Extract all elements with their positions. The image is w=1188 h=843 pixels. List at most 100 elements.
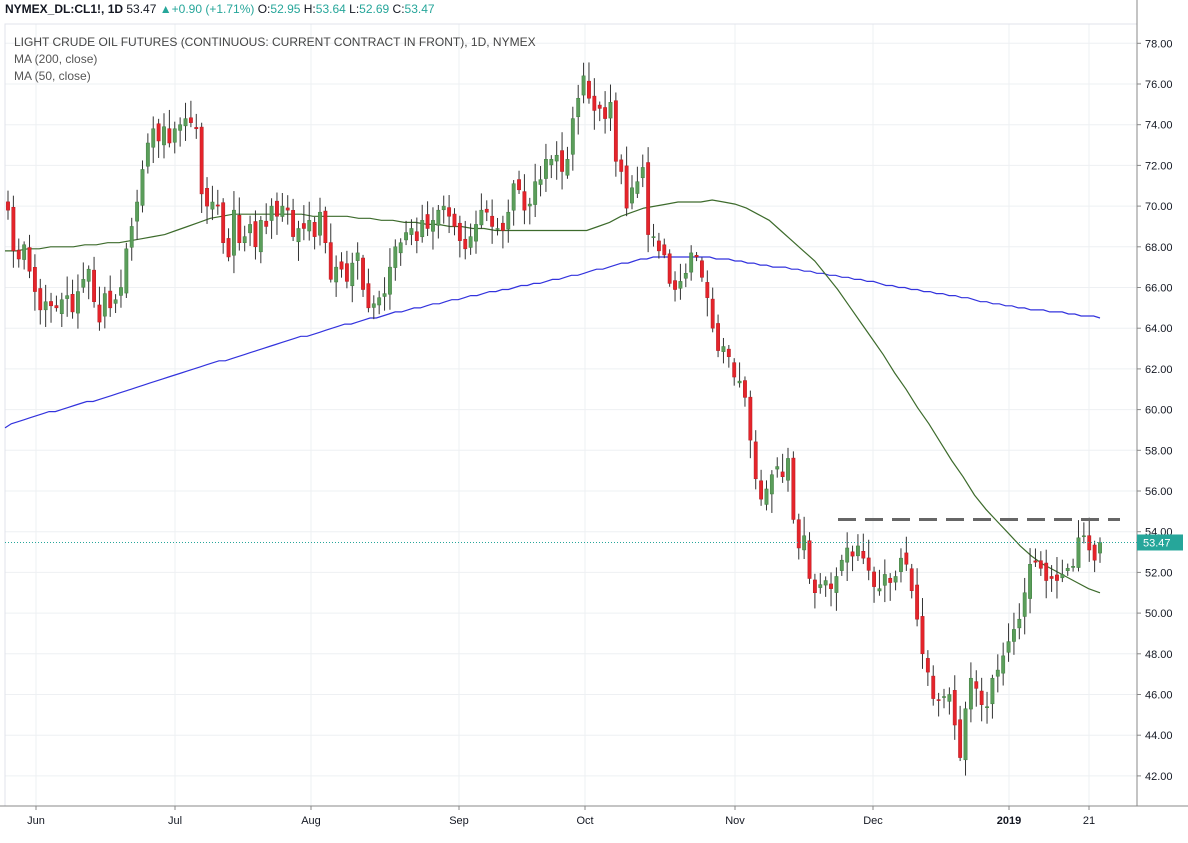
- candle-down: [1055, 574, 1059, 581]
- candle-up: [382, 293, 387, 297]
- candle-up: [479, 209, 484, 226]
- candle-down: [925, 658, 930, 673]
- close-value: 53.47: [404, 2, 435, 16]
- candle-up: [877, 588, 882, 592]
- y-tick-label: 52.00: [1145, 567, 1173, 579]
- candle-down: [457, 222, 462, 241]
- candle-up: [527, 203, 532, 207]
- candle-down: [796, 519, 801, 549]
- candle-down: [700, 260, 704, 278]
- candle-up: [172, 128, 177, 143]
- candle-up: [441, 205, 446, 211]
- candle-down: [667, 253, 672, 284]
- candle-down: [16, 249, 21, 260]
- candle-up: [769, 474, 774, 495]
- candle-down: [979, 690, 984, 705]
- candle-up: [689, 252, 694, 273]
- candle-down: [872, 571, 876, 587]
- x-tick-label: 2019: [997, 815, 1021, 827]
- y-tick-label: 78.00: [1145, 38, 1173, 50]
- candle-up: [576, 97, 581, 118]
- candle-up: [942, 696, 946, 698]
- candle-up: [307, 220, 312, 232]
- candle-down: [188, 117, 193, 123]
- x-tick-label: Dec: [863, 815, 883, 827]
- ma50-line: [5, 199, 1101, 594]
- candle-up: [145, 142, 150, 167]
- candle-down: [32, 267, 37, 292]
- candle-up: [129, 226, 134, 248]
- y-tick-label: 58.00: [1145, 445, 1173, 457]
- open-value: 52.95: [270, 2, 301, 16]
- candle-up: [43, 301, 48, 311]
- candle-down: [108, 290, 113, 309]
- symbol-header: NYMEX_DL:CL1!, 1D 53.47 ▲+0.90 (+1.71%) …: [5, 2, 435, 16]
- candle-up: [1071, 566, 1076, 568]
- candle-up: [296, 228, 301, 243]
- candle-down: [829, 583, 833, 589]
- candle-up: [990, 677, 995, 705]
- candle-up: [538, 179, 543, 185]
- candle-down: [517, 179, 521, 191]
- candle-down: [748, 396, 753, 441]
- candle-down: [807, 540, 812, 579]
- ma200-series: [4, 256, 1101, 429]
- candle-down: [301, 223, 306, 229]
- candle-down: [759, 480, 764, 500]
- high-label: H:: [303, 2, 316, 16]
- candle-up: [404, 232, 408, 241]
- candle-down: [791, 457, 796, 520]
- candle-down: [463, 238, 468, 250]
- candle-down: [603, 107, 608, 119]
- series-title[interactable]: LIGHT CRUDE OIL FUTURES (CONTINUOUS: CUR…: [14, 35, 536, 49]
- candle-down: [1044, 562, 1049, 581]
- candle-down: [694, 255, 699, 258]
- candle-down: [915, 584, 920, 620]
- candle-down: [662, 244, 667, 256]
- candle-up: [1060, 574, 1065, 579]
- candle-up: [140, 169, 145, 206]
- ma50-series: [5, 199, 1101, 594]
- candle-down: [931, 675, 936, 699]
- candle-up: [178, 124, 183, 131]
- candle-up: [1006, 641, 1011, 653]
- candle-up: [102, 293, 107, 317]
- candle-down: [904, 552, 909, 565]
- candle-up: [1065, 568, 1070, 571]
- candle-up: [377, 297, 382, 306]
- candle-up: [968, 677, 973, 710]
- x-tick-label: Sep: [449, 815, 469, 827]
- candle-down: [6, 201, 10, 211]
- candle-up: [1022, 592, 1027, 617]
- candle-up: [151, 128, 156, 148]
- candle-up: [823, 580, 828, 586]
- ma50-legend[interactable]: MA (50, close): [14, 69, 91, 83]
- candle-down: [861, 551, 866, 559]
- candle-up: [388, 266, 392, 295]
- last-price-tag: [1137, 534, 1183, 551]
- candle-up: [1028, 564, 1032, 599]
- candle-up: [554, 154, 559, 162]
- candle-down: [447, 207, 452, 217]
- candle-up: [22, 244, 27, 260]
- candle-down: [484, 208, 489, 213]
- candle-down: [866, 557, 871, 571]
- ma200-legend[interactable]: MA (200, close): [14, 52, 98, 66]
- candle-down: [366, 283, 371, 309]
- x-tick-label: Oct: [576, 815, 593, 827]
- candle-up: [651, 236, 656, 238]
- candle-up: [608, 102, 613, 119]
- candle-up: [544, 159, 548, 179]
- y-tick-label: 70.00: [1145, 201, 1173, 213]
- candle-up: [135, 201, 140, 222]
- candle-down: [237, 215, 242, 243]
- candle-up: [59, 299, 64, 314]
- candle-up: [678, 281, 683, 289]
- y-tick-label: 76.00: [1145, 79, 1173, 91]
- candle-down: [27, 247, 32, 272]
- candle-down: [425, 214, 430, 229]
- candle-up: [210, 201, 215, 210]
